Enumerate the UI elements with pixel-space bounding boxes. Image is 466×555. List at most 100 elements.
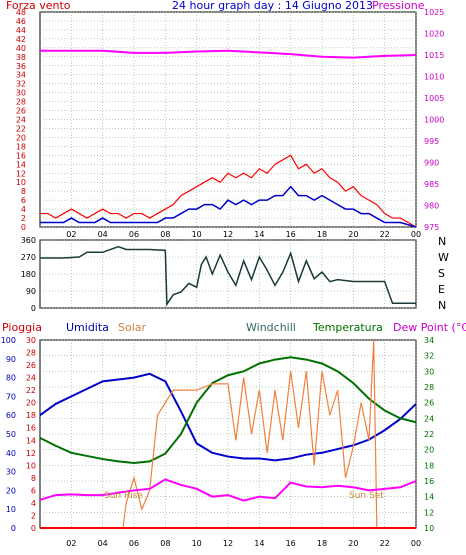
rain-y-tick-label: 12 [26,449,36,458]
wind-x-tick-label: 18 [317,230,327,239]
temperature-y-tick-label: 14 [424,493,434,502]
wind-chart-frame [39,11,417,228]
wind-y-tick-label: 44 [16,26,26,35]
wind-x-axis: 02 04 06 08 10 12 14 16 18 20 22 00 [66,230,421,239]
wind-y-tick-label: 16 [16,151,26,160]
pressure-y-tick-label: 1020 [424,30,444,39]
wind-average-line [40,185,417,228]
temperature-y-tick-label: 30 [424,367,434,376]
temperature-axis: 10 12 14 16 18 20 22 24 26 28 30 32 34 [424,336,434,533]
rain-y-tick-label: 24 [26,374,36,383]
windchill-label: Windchill [246,321,296,334]
rain-y-tick-label: 28 [26,349,36,358]
pressure-y-tick-label: 1025 [424,8,444,17]
wind-x-tick-label: 10 [192,230,202,239]
wind-y-tick-label: 46 [16,17,26,26]
temperature-y-tick-label: 32 [424,352,434,361]
rain-y-tick-label: 18 [26,411,36,420]
direction-left-axis: 0 90 180 270 360 [21,236,36,313]
temperature-line [39,356,417,464]
rain-y-tick-label: 20 [26,399,36,408]
wind-y-tick-label: 4 [21,205,26,214]
humidity-y-tick-label: 70 [6,392,16,401]
pressure-y-tick-label: 1005 [424,94,444,103]
pressure-line [40,49,417,59]
humidity-y-tick-label: 90 [6,355,16,364]
climate-x-tick-label: 02 [66,539,76,548]
climate-series [39,339,417,529]
wind-x-tick-label: 02 [66,230,76,239]
climate-x-axis: 02 04 06 08 10 12 14 16 18 20 22 00 [66,539,421,548]
temperature-y-tick-label: 18 [424,461,434,470]
wind-series [40,49,417,228]
direction-y-tick-label: 90 [26,287,36,296]
pressure-y-tick-label: 1010 [424,73,444,82]
rain-y-tick-label: 10 [26,461,36,470]
rain-y-tick-label: 4 [31,499,36,508]
wind-y-tick-label: 12 [16,169,26,178]
wind-x-tick-label: 08 [160,230,170,239]
rain-y-tick-label: 14 [26,436,36,445]
wind-y-tick-label: 0 [21,223,26,232]
chart-title: 24 hour graph day : 14 Giugno 2013 [172,0,373,12]
compass-label: N [438,299,446,312]
compass-label: W [438,251,449,264]
pressure-y-tick-label: 1015 [424,51,444,60]
wind-y-tick-label: 40 [16,44,26,53]
wind-y-tick-label: 32 [16,80,26,89]
compass-label: S [438,267,445,280]
rain-y-tick-label: 2 [31,511,36,520]
direction-series [40,245,416,307]
rain-label: Pioggia [2,321,42,334]
climate-x-tick-label: 00 [411,539,421,548]
temperature-y-tick-label: 20 [424,446,434,455]
temperature-y-tick-label: 22 [424,430,434,439]
humidity-y-tick-label: 20 [6,486,16,495]
wind-y-tick-label: 8 [21,187,26,196]
wind-label: Forza vento [6,0,71,12]
humidity-y-tick-label: 40 [6,449,16,458]
pressure-label: Pressione [372,0,425,12]
climate-chart-grid [40,339,417,529]
temperature-y-tick-label: 10 [424,524,434,533]
wind-y-tick-label: 48 [16,8,26,17]
temperature-y-tick-label: 16 [424,477,434,486]
pressure-y-tick-label: 980 [424,202,439,211]
direction-line [40,245,416,307]
rain-y-tick-label: 0 [31,524,36,533]
compass-label: N [438,235,446,248]
rain-y-tick-label: 8 [31,474,36,483]
temperature-y-tick-label: 28 [424,383,434,392]
rain-y-tick-label: 22 [26,386,36,395]
dewpoint-label: Dew Point (°C) [393,321,466,334]
direction-y-tick-label: 270 [21,253,36,262]
wind-y-tick-label: 36 [16,62,26,71]
climate-x-tick-label: 12 [223,539,233,548]
sunset-annotation: Sun Set [349,491,384,501]
wind-y-tick-label: 24 [16,116,26,125]
wind-y-tick-label: 30 [16,89,26,98]
wind-x-tick-label: 00 [411,230,421,239]
humidity-y-tick-label: 80 [6,374,16,383]
temperature-y-tick-label: 34 [424,336,434,345]
temperature-y-tick-label: 12 [424,508,434,517]
wind-y-tick-label: 20 [16,133,26,142]
temperature-y-tick-label: 26 [424,399,434,408]
rain-y-tick-label: 6 [31,486,36,495]
pressure-y-tick-label: 990 [424,159,439,168]
wind-y-tick-label: 34 [16,71,26,80]
temperature-label: Temperatura [312,321,383,334]
humidity-y-tick-label: 50 [6,430,16,439]
climate-x-tick-label: 08 [160,539,170,548]
pressure-y-tick-label: 975 [424,223,439,232]
humidity-y-tick-label: 100 [1,336,16,345]
wind-x-tick-label: 12 [223,230,233,239]
wind-y-tick-label: 38 [16,53,26,62]
pressure-right-axis: 975 980 985 990 995 1000 1005 1010 1015 1020 1025 [424,8,444,232]
wind-left-axis: 0246810121416182022242628303234363840424… [16,8,26,232]
wind-x-tick-label: 14 [254,230,264,239]
